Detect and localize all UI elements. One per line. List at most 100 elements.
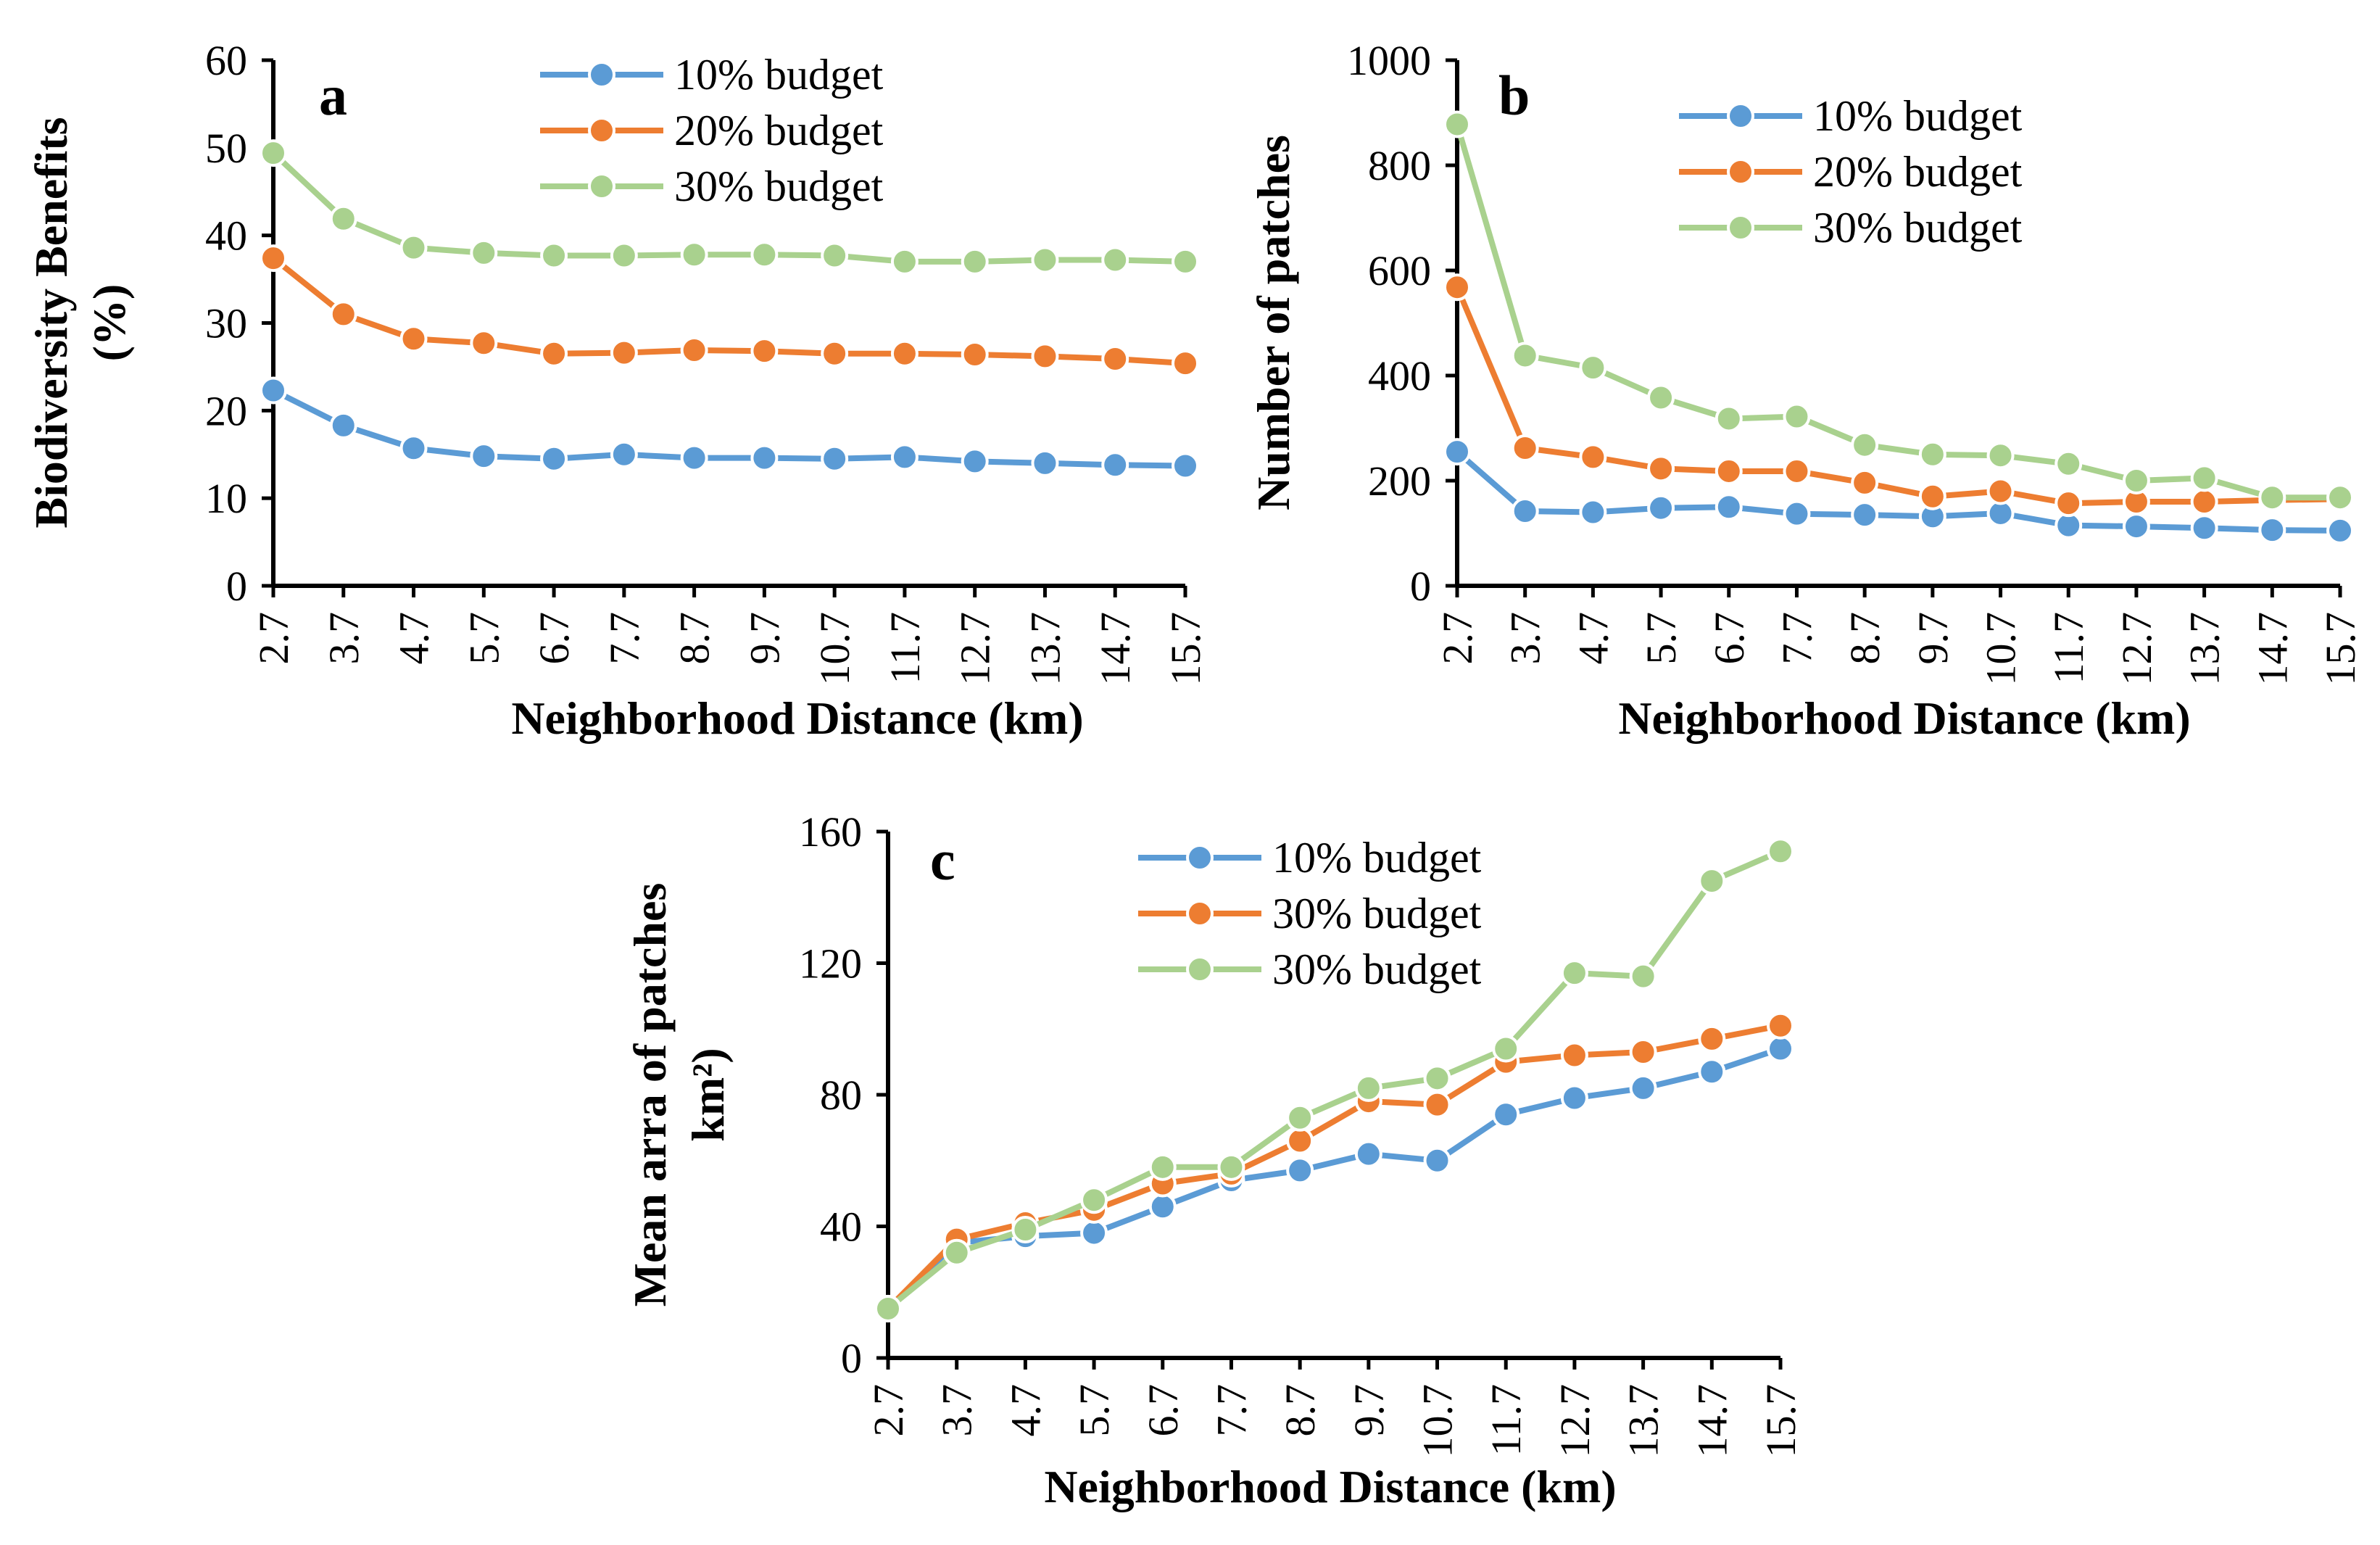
legend-label: 30% budget xyxy=(1272,945,1482,993)
data-point xyxy=(1783,500,1811,528)
data-point xyxy=(1560,1084,1588,1112)
x-tick-label: 10.7 xyxy=(1414,1384,1461,1458)
data-point xyxy=(399,325,428,353)
data-point xyxy=(1031,449,1059,477)
data-point xyxy=(1511,341,1539,370)
data-point xyxy=(470,239,498,267)
x-tick-label: 4.7 xyxy=(391,612,438,665)
y-tick-label: 40 xyxy=(820,1204,862,1251)
chart-panel-c: 0 40 80 120 160 2.7 3.7 4.7 5.7 6.7 7.7 8.7 9.7 10.7 1… xyxy=(624,808,1804,1512)
data-point xyxy=(610,440,638,468)
y-axis-title: Number of patches xyxy=(1248,135,1299,510)
x-tick-label: 3.7 xyxy=(320,612,368,665)
data-point xyxy=(2054,489,2083,518)
data-point xyxy=(470,329,498,357)
data-point xyxy=(2190,464,2218,492)
data-point xyxy=(1511,434,1539,463)
x-tick-label: 13.7 xyxy=(2181,612,2228,686)
legend-label: 10% budget xyxy=(1272,834,1482,882)
x-tick-label: 15.7 xyxy=(1162,612,1209,686)
panel-label: a xyxy=(319,64,347,127)
legend-swatch-marker xyxy=(588,61,615,88)
legend-swatch-marker xyxy=(1186,844,1214,871)
data-point xyxy=(1851,431,1879,459)
legend-label: 10% budget xyxy=(674,51,884,99)
x-axis-title: Neighborhood Distance (km) xyxy=(511,692,1083,744)
y-tick-label: 1000 xyxy=(1347,37,1431,84)
legend-label: 20% budget xyxy=(674,107,884,154)
data-point xyxy=(540,444,568,473)
x-tick-label: 4.7 xyxy=(1002,1384,1049,1437)
data-point xyxy=(750,444,779,472)
data-point xyxy=(1148,1153,1177,1181)
data-point xyxy=(1423,1146,1451,1175)
y-tick-label: 200 xyxy=(1368,457,1431,505)
x-tick-label: 11.7 xyxy=(2045,612,2092,684)
legend-label: 30% budget xyxy=(1272,890,1482,937)
data-point xyxy=(1443,273,1471,302)
data-point xyxy=(1423,1064,1451,1093)
data-point xyxy=(2258,516,2286,544)
data-point xyxy=(1031,342,1059,370)
x-tick-label: 9.7 xyxy=(1910,612,1957,665)
legend-swatch-marker xyxy=(1727,214,1754,241)
legend-label: 30% budget xyxy=(674,162,884,210)
data-point xyxy=(1511,497,1539,526)
legend-swatch-marker xyxy=(588,117,615,144)
x-tick-label: 8.7 xyxy=(671,612,718,665)
x-axis-title: Neighborhood Distance (km) xyxy=(1044,1461,1616,1512)
x-tick-label: 12.7 xyxy=(952,612,999,686)
data-point xyxy=(1918,440,1946,468)
data-point xyxy=(1918,482,1946,510)
y-axis-title: Biodiversity Benefits xyxy=(25,117,77,528)
data-point xyxy=(821,444,849,473)
data-point xyxy=(1647,384,1675,412)
data-point xyxy=(2326,484,2354,512)
data-point xyxy=(1714,457,1743,485)
data-point xyxy=(1560,959,1588,987)
data-point xyxy=(1101,246,1129,274)
x-tick-label: 3.7 xyxy=(934,1384,981,1437)
legend-swatch-marker xyxy=(1727,158,1754,186)
data-point xyxy=(1714,405,1743,433)
y-tick-label: 0 xyxy=(841,1335,862,1382)
legend: 10% budget 20% budget 30% budget xyxy=(540,51,884,210)
data-point xyxy=(2326,516,2354,544)
x-tick-label: 6.7 xyxy=(531,612,578,665)
data-point xyxy=(1101,451,1129,479)
data-point xyxy=(399,434,428,463)
data-point xyxy=(942,1238,971,1267)
data-point xyxy=(961,341,989,368)
data-point xyxy=(2190,488,2218,515)
data-point xyxy=(1629,962,1657,990)
data-point xyxy=(1783,457,1811,485)
data-point xyxy=(1579,354,1607,382)
data-point xyxy=(1986,442,2015,470)
data-point xyxy=(1629,1038,1657,1066)
data-point xyxy=(1647,494,1675,522)
data-point xyxy=(329,411,357,439)
data-point xyxy=(260,376,287,405)
y-tick-label: 800 xyxy=(1368,142,1431,189)
legend-swatch-marker xyxy=(1186,956,1214,983)
data-point xyxy=(1080,1186,1108,1214)
legend: 10% budget 30% budget 30% budget xyxy=(1138,834,1482,993)
legend: 10% budget 20% budget 30% budget xyxy=(1679,92,2023,252)
data-point xyxy=(2122,513,2150,541)
data-point xyxy=(1011,1216,1040,1244)
x-tick-label: 5.7 xyxy=(460,612,507,665)
data-point xyxy=(329,300,357,328)
y-axis-title: km²) xyxy=(682,1048,734,1141)
x-tick-label: 2.7 xyxy=(250,612,297,665)
data-point xyxy=(1172,349,1199,378)
y-tick-label: 600 xyxy=(1368,247,1431,294)
data-point xyxy=(2122,467,2150,494)
y-tick-label: 20 xyxy=(205,387,247,434)
x-tick-label: 3.7 xyxy=(1502,612,1549,665)
data-point xyxy=(1783,402,1811,431)
x-tick-label: 12.7 xyxy=(1551,1384,1599,1458)
y-tick-label: 0 xyxy=(1410,563,1431,610)
data-point xyxy=(680,241,708,269)
data-point xyxy=(1647,455,1675,483)
